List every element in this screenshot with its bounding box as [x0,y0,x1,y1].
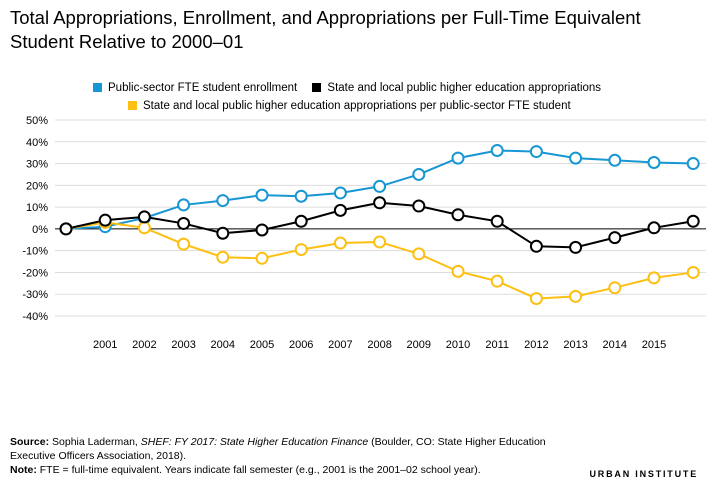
note: Note: FTE = full-time equivalent. Years … [10,463,590,477]
data-point [529,239,543,253]
x-tick-label: 2006 [289,339,313,351]
data-point [137,221,151,235]
y-tick-label: -40% [22,311,48,323]
data-point [177,198,191,212]
data-point [216,250,230,264]
data-point [686,157,700,171]
data-point [451,264,465,278]
legend-item-appropriations: State and local public higher education … [312,82,601,94]
legend-row-1: Public-sector FTE student enrollment Sta… [93,82,613,94]
data-point [373,179,387,193]
data-point [569,289,583,303]
legend-swatch-appropriations [312,83,322,92]
x-tick-label: 2010 [446,339,470,351]
data-point [373,235,387,249]
source-details: (Boulder, CO: State Higher Education Exe… [10,436,546,462]
y-tick-label: -20% [22,267,48,279]
legend-item-enrollment: Public-sector FTE student enrollment [93,82,297,94]
data-point [255,188,269,202]
y-tick-label: 50% [26,115,48,127]
data-point [216,194,230,208]
legend-label-per-fte: State and local public higher education … [143,100,571,112]
data-point [608,231,622,245]
legend-row-2: State and local public higher education … [128,100,583,112]
x-tick-label: 2014 [603,339,627,351]
source-title: SHEF: FY 2017: State Higher Education Fi… [140,436,369,448]
chart-title: Total Appropriations, Enrollment, and Ap… [10,7,641,52]
data-point [59,222,73,236]
legend-label-appropriations: State and local public higher education … [327,82,602,94]
data-point [412,199,426,213]
data-point [255,223,269,237]
x-tick-label: 2005 [250,339,274,351]
legend-swatch-enrollment [93,83,102,92]
x-tick-label: 2007 [328,339,352,351]
x-tick-label: 2004 [211,339,235,351]
y-tick-label: 40% [26,137,48,149]
x-tick-label: 2001 [93,339,117,351]
footnotes: Source: Sophia Laderman, SHEF: FY 2017: … [10,435,590,477]
data-point [216,226,230,240]
y-tick-label: 10% [26,202,48,214]
data-point [294,214,308,228]
x-tick-label: 2013 [563,339,587,351]
data-point [451,208,465,222]
x-tick-label: 2002 [132,339,156,351]
x-tick-label: 2011 [485,339,509,351]
x-tick-label: 2015 [642,339,666,351]
data-point [490,274,504,288]
y-tick-label: 0% [32,224,48,236]
data-point [529,292,543,306]
data-point [451,151,465,165]
data-point [333,186,347,200]
x-tick-label: 2008 [367,339,391,351]
data-point [137,210,151,224]
data-point [412,167,426,181]
x-tick-label: 2003 [171,339,195,351]
y-tick-label: 20% [26,180,48,192]
source-text: Sophia Laderman, [52,436,138,448]
x-tick-label: 2009 [407,339,431,351]
y-tick-label: -10% [22,246,48,258]
data-point [686,214,700,228]
data-point [490,143,504,157]
y-tick-label: -30% [22,289,48,301]
data-point [333,203,347,217]
data-point [569,151,583,165]
note-text: FTE = full-time equivalent. Years indica… [39,464,481,476]
legend-item-per-fte: State and local public higher education … [128,100,571,112]
data-point [333,236,347,250]
urban-institute-logo: URBAN INSTITUTE [589,469,698,479]
data-point [255,251,269,265]
data-point [608,153,622,167]
data-point [98,213,112,227]
data-point [294,243,308,257]
data-point [294,189,308,203]
x-tick-label: 2012 [524,339,548,351]
legend-label-enrollment: Public-sector FTE student enrollment [108,82,298,94]
source-label: Source: [10,436,50,448]
data-point [373,196,387,210]
data-point [686,265,700,279]
legend-swatch-per-fte [128,101,137,110]
data-point [647,155,661,169]
data-point [177,216,191,230]
data-point [647,271,661,285]
data-point [177,237,191,251]
data-point [490,214,504,228]
y-tick-label: 30% [26,159,48,171]
source-note: Source: Sophia Laderman, SHEF: FY 2017: … [10,435,590,463]
data-point [647,221,661,235]
data-point [569,240,583,254]
note-label: Note: [10,464,37,476]
series-line-2 [65,221,694,300]
data-point [412,247,426,261]
data-point [529,145,543,159]
data-point [608,281,622,295]
